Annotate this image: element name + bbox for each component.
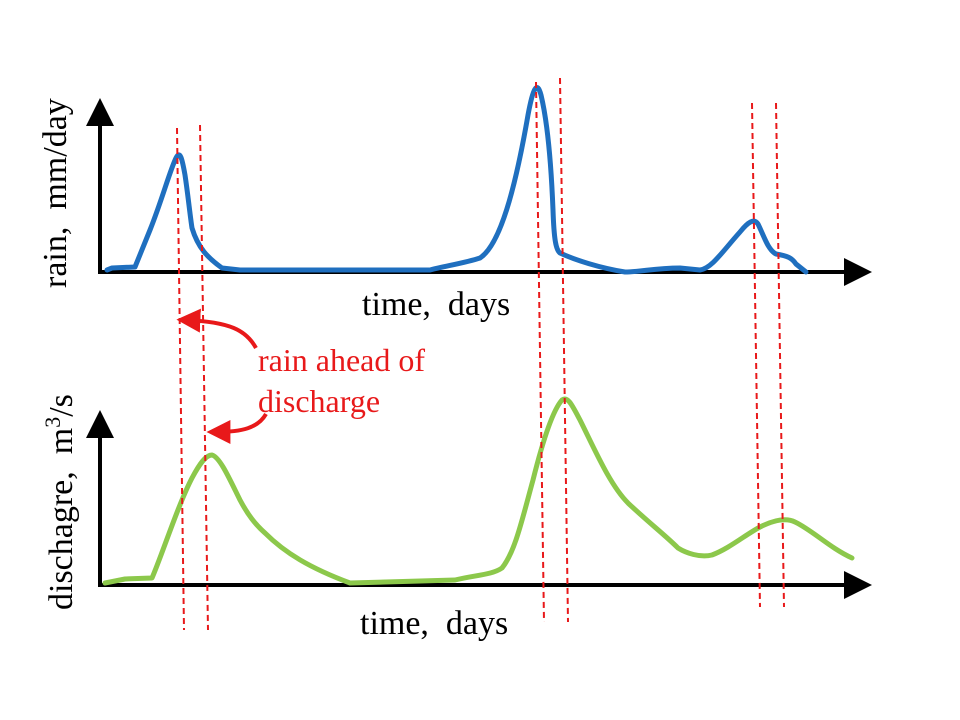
bottom-x-axis-label: time, days bbox=[360, 605, 508, 642]
bottom-y-axis-label-main: dischagre, m bbox=[43, 428, 80, 610]
top-y-axis-label: rain, mm/day bbox=[37, 98, 74, 288]
top-x-axis-label: time, days bbox=[362, 286, 510, 323]
bottom-y-axis-label-tail: /s bbox=[43, 394, 80, 417]
annotation-line-1: rain ahead of bbox=[258, 342, 425, 378]
guide-line-rain-peak-3 bbox=[751, 102, 761, 608]
guide-line-discharge-peak-1 bbox=[199, 124, 209, 631]
annotation-arrow-down bbox=[206, 412, 268, 444]
rain-curve bbox=[104, 85, 809, 275]
guide-line-discharge-peak-2 bbox=[559, 77, 569, 623]
annotation-arrow-up bbox=[176, 308, 258, 350]
bottom-y-axis-label-sup: 3 bbox=[40, 417, 65, 428]
guide-line-discharge-peak-3 bbox=[775, 102, 785, 608]
bottom-y-axis-label: dischagre, m3/s bbox=[40, 394, 80, 610]
annotation-line-2: discharge bbox=[258, 383, 380, 419]
annotation-text: rain ahead of discharge bbox=[258, 342, 433, 419]
discharge-curve bbox=[102, 396, 855, 586]
guide-line-rain-peak-2 bbox=[535, 81, 545, 623]
guide-line-rain-peak-1 bbox=[176, 127, 185, 631]
